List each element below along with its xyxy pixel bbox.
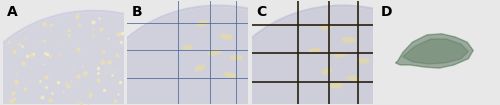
Ellipse shape (230, 56, 242, 60)
Ellipse shape (330, 84, 342, 88)
Ellipse shape (342, 37, 355, 43)
Ellipse shape (334, 52, 346, 57)
Ellipse shape (348, 76, 360, 81)
Ellipse shape (321, 24, 332, 29)
Circle shape (90, 6, 346, 105)
Polygon shape (396, 34, 473, 68)
Text: B: B (132, 5, 142, 19)
Text: C: C (256, 5, 266, 19)
Circle shape (215, 6, 470, 105)
Ellipse shape (310, 48, 320, 52)
Text: D: D (381, 5, 392, 19)
Ellipse shape (197, 21, 207, 26)
Text: A: A (8, 5, 18, 19)
Polygon shape (403, 39, 468, 64)
Ellipse shape (220, 35, 232, 39)
Ellipse shape (224, 73, 236, 78)
Ellipse shape (195, 65, 205, 71)
Ellipse shape (322, 69, 332, 74)
Ellipse shape (183, 45, 192, 49)
Ellipse shape (357, 59, 370, 63)
Circle shape (0, 11, 221, 105)
Ellipse shape (208, 50, 221, 55)
